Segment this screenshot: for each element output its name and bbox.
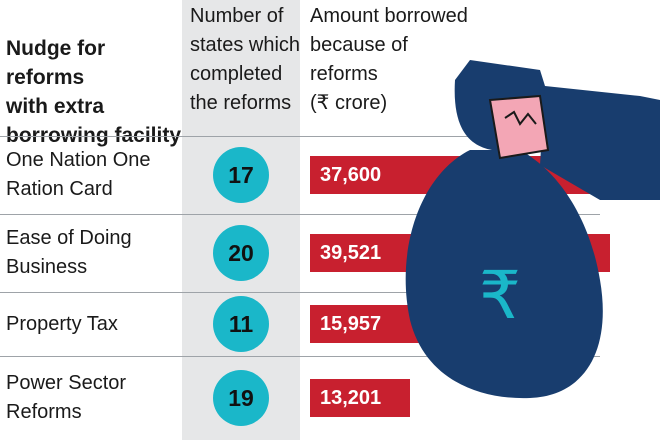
reform-label: Property Tax [6, 312, 118, 335]
amount-label: 15,957 [320, 313, 382, 335]
row-divider [0, 292, 600, 293]
states-count-badge: 19 [213, 370, 269, 426]
row-divider [0, 136, 600, 137]
header-reform: Nudge for reforms with extra borrowing f… [6, 37, 182, 147]
amount-label: 37,600 [320, 164, 382, 186]
amount-bar [310, 379, 411, 417]
row-divider [0, 356, 600, 357]
states-count-badge: 11 [213, 296, 269, 352]
header-states-count: Number of states which completed the ref… [190, 5, 301, 114]
row-divider [0, 214, 600, 215]
amount-label: 39,521 [320, 242, 382, 264]
reform-label: Power Sector Reforms [6, 372, 127, 423]
states-column-background [182, 0, 300, 440]
amount-label: 13,201 [320, 387, 382, 409]
header-amount: Amount borrowed because of reforms (₹ cr… [310, 5, 468, 114]
states-count-badge: 17 [213, 147, 269, 203]
reform-label: One Nation One Ration Card [6, 149, 151, 200]
reform-label: Ease of Doing Business [6, 227, 132, 278]
rupee-symbol: ₹ [479, 257, 521, 334]
states-count-badge: 20 [213, 225, 269, 281]
